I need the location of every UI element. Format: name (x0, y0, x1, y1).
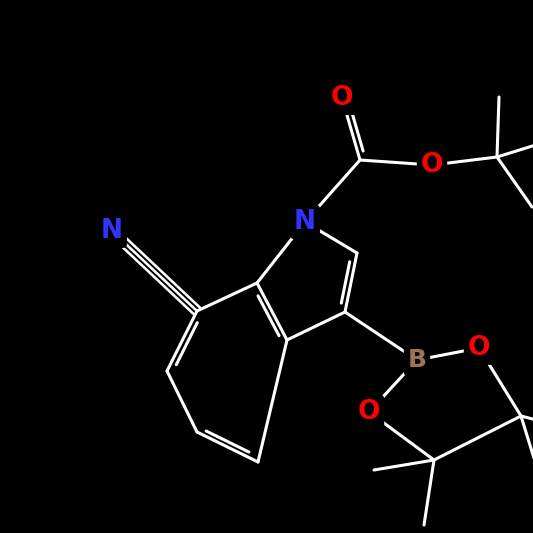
Text: N: N (101, 218, 123, 244)
Text: N: N (294, 209, 316, 235)
Text: O: O (331, 85, 353, 111)
Text: O: O (468, 335, 490, 361)
Text: O: O (421, 152, 443, 178)
Text: B: B (408, 348, 426, 372)
Text: O: O (358, 399, 380, 425)
